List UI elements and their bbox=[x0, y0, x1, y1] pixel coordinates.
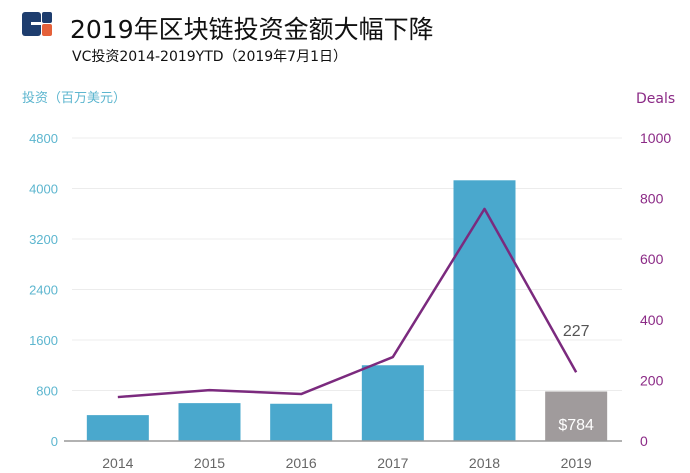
y-axis-label: 投资（百万美元） bbox=[22, 91, 127, 106]
x-tick-label: 2019 bbox=[561, 455, 592, 471]
x-tick-label: 2016 bbox=[286, 455, 317, 471]
x-tick-label: 2015 bbox=[194, 455, 225, 471]
deals-line bbox=[117, 207, 578, 399]
x-tick-label: 2017 bbox=[377, 455, 408, 471]
y2-tick-label: 200 bbox=[640, 372, 664, 388]
bar-2016 bbox=[270, 403, 333, 441]
bar-2019 bbox=[545, 391, 608, 441]
y-tick-label: 1600 bbox=[29, 333, 58, 348]
x-tick-label: 2014 bbox=[102, 455, 133, 471]
y2-tick-label: 800 bbox=[640, 191, 664, 207]
bar-2015 bbox=[178, 403, 241, 441]
y-tick-label: 4000 bbox=[29, 182, 58, 197]
y2-tick-label: 600 bbox=[640, 251, 664, 267]
y-tick-label: 4800 bbox=[29, 131, 58, 146]
bar-label-2019: $784 bbox=[558, 417, 594, 434]
y2-axis-label: Deals bbox=[636, 91, 676, 107]
y-tick-label: 800 bbox=[36, 384, 58, 399]
x-tick-label: 2018 bbox=[469, 455, 500, 471]
bar-2017 bbox=[361, 365, 424, 441]
bar-2018 bbox=[453, 180, 516, 441]
chart-title: 2019年区块链投资金额大幅下降 bbox=[70, 15, 434, 44]
y2-tick-label: 0 bbox=[640, 433, 648, 449]
y-tick-label: 0 bbox=[51, 434, 58, 449]
y2-tick-label: 400 bbox=[640, 312, 664, 328]
y-tick-label: 3200 bbox=[29, 232, 58, 247]
y-tick-label: 2400 bbox=[29, 283, 58, 298]
logo-icon bbox=[22, 12, 52, 36]
chart-subtitle: VC投资2014-2019YTD（2019年7月1日） bbox=[72, 49, 347, 65]
y2-tick-label: 1000 bbox=[640, 130, 671, 146]
bar-2014 bbox=[86, 415, 149, 441]
line-label-2019: 227 bbox=[563, 323, 590, 340]
